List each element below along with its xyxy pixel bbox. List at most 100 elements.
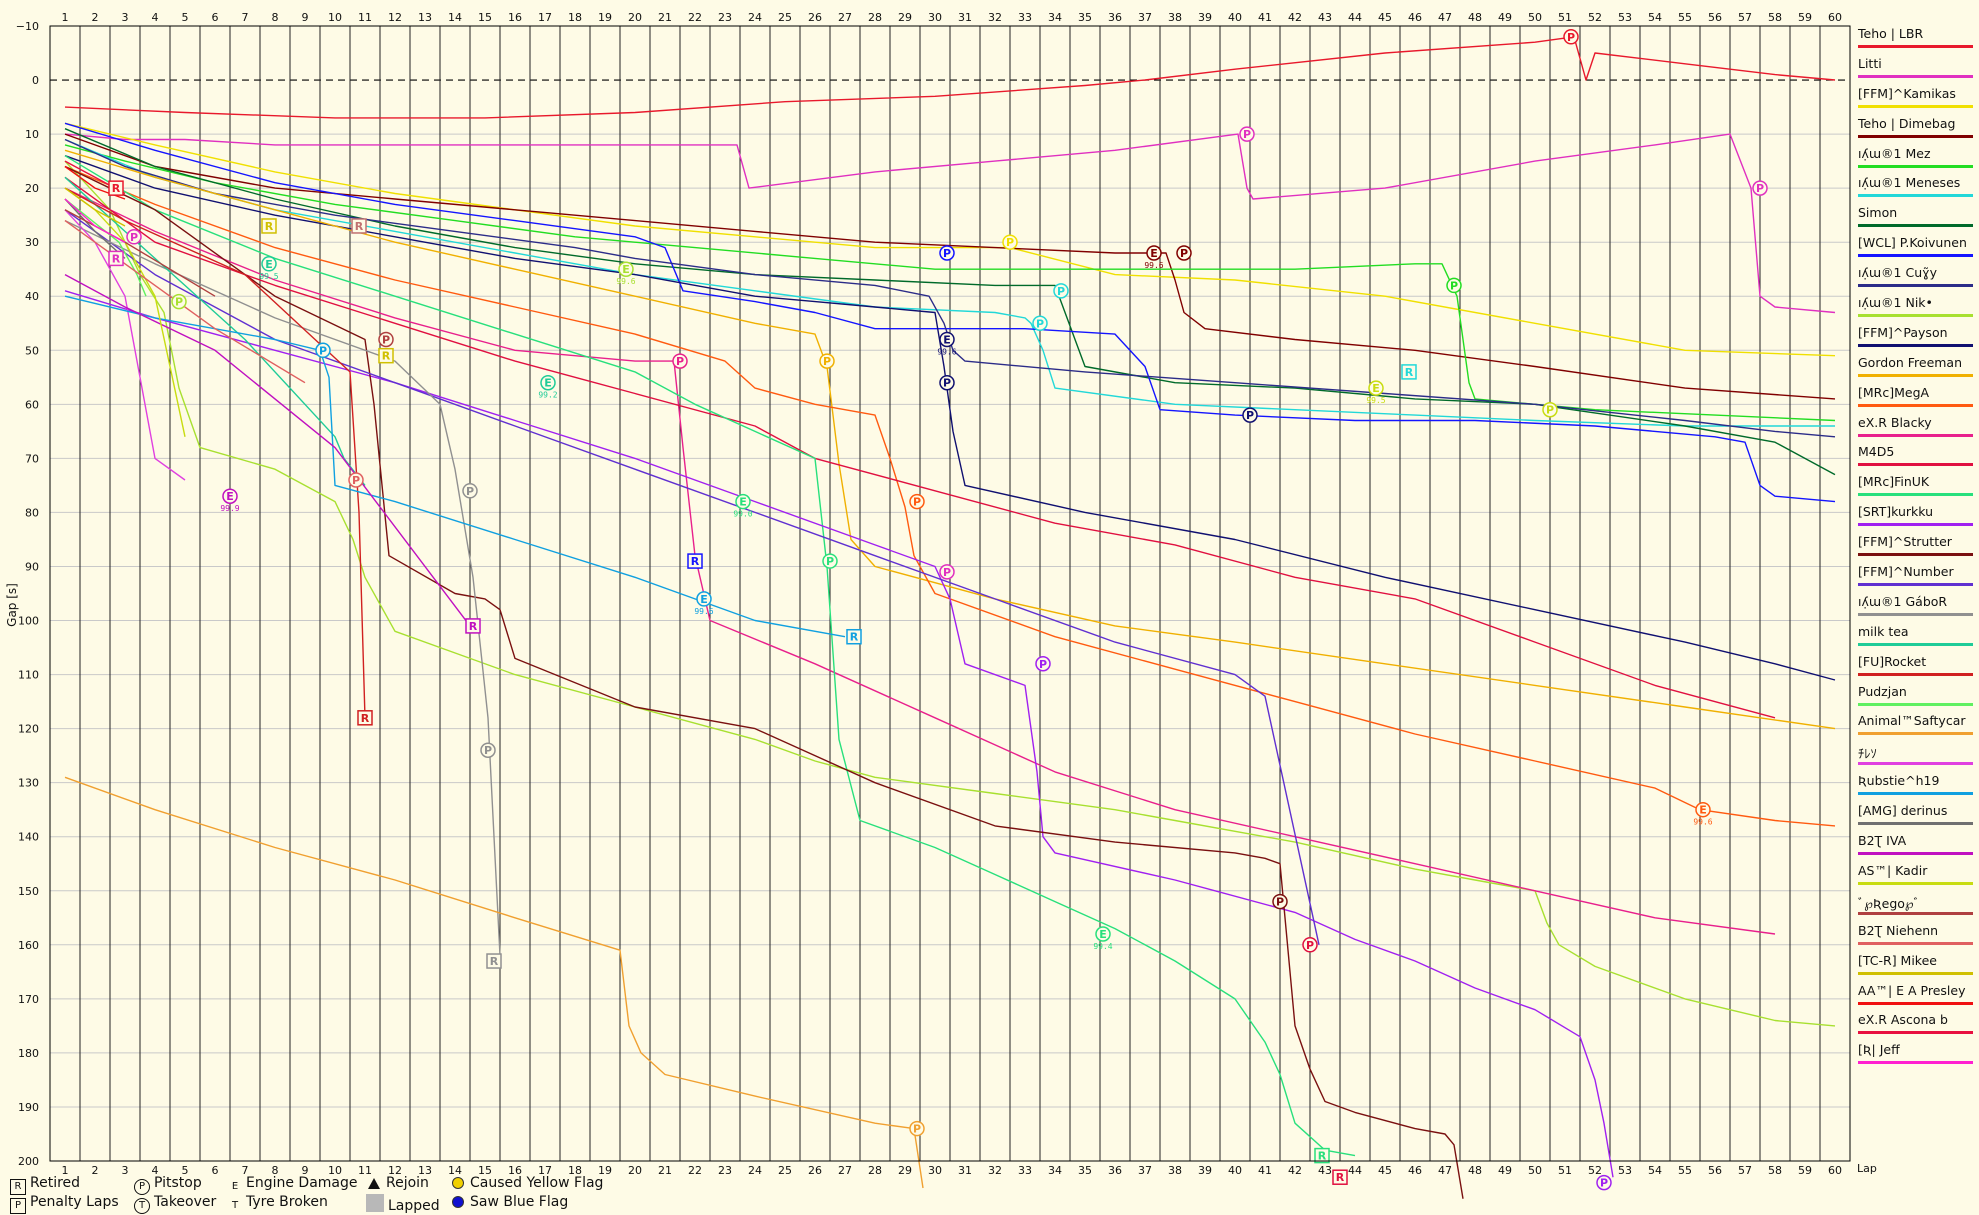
x-tick-label-bottom: 51 xyxy=(1558,1164,1572,1177)
marker-letter: E xyxy=(700,593,708,606)
legend-swatch xyxy=(1858,254,1973,258)
marker-letter: E xyxy=(622,263,630,276)
legend-entry: [MRc]MegA xyxy=(1858,381,1973,411)
x-tick-label-top: 44 xyxy=(1348,11,1362,24)
x-tick-label-bottom: 44 xyxy=(1348,1164,1362,1177)
legend-entry: [FU]Rocket xyxy=(1858,650,1973,680)
x-tick-label-bottom: 45 xyxy=(1378,1164,1392,1177)
legend-entry: [WCL] P.Koivunen xyxy=(1858,231,1973,261)
marker-letter: P xyxy=(1057,285,1065,298)
pitstop-marker xyxy=(1176,245,1192,261)
pitstop-marker xyxy=(348,472,364,488)
pitstop-marker xyxy=(1032,315,1048,332)
marker-letter: E xyxy=(739,496,747,509)
x-tick-label-bottom: 19 xyxy=(598,1164,612,1177)
engine-percent: 99.2 xyxy=(538,391,557,400)
grid xyxy=(50,25,1850,1162)
legend-entry: milk tea xyxy=(1858,620,1973,650)
x-tick-label-bottom: 33 xyxy=(1018,1164,1032,1177)
x-tick-label-top: 33 xyxy=(1018,11,1032,24)
marker-letter: P xyxy=(943,566,951,579)
pitstop-marker xyxy=(939,374,955,391)
x-tick-label-bottom: 50 xyxy=(1528,1164,1542,1177)
x-tick-label-bottom: 15 xyxy=(478,1164,492,1177)
engine-damage-marker xyxy=(1146,245,1162,261)
engine-percent: 99.4 xyxy=(1093,942,1112,951)
event-key: R Retired P Penalty Laps P Pitstop T Takeove… xyxy=(10,1175,710,1214)
legend-entry: Litti xyxy=(1858,52,1973,82)
rejoin-icon xyxy=(368,1178,380,1189)
x-tick-label-top: 7 xyxy=(242,11,249,24)
x-tick-label-bottom: 60 xyxy=(1828,1164,1842,1177)
x-tick-label-bottom: 52 xyxy=(1588,1164,1602,1177)
legend-swatch xyxy=(1858,792,1973,796)
legend-swatch xyxy=(1858,941,1973,945)
retired-marker xyxy=(1314,1147,1330,1164)
key-yellow: Caused Yellow Flag xyxy=(450,1175,603,1191)
x-tick-label-top: 34 xyxy=(1048,11,1062,24)
pitstop-marker xyxy=(1239,126,1255,142)
marker-letter: R xyxy=(691,555,700,568)
x-tick-label-top: 40 xyxy=(1228,11,1242,24)
x-tick-label-bottom: 16 xyxy=(508,1164,522,1177)
pitstop-icon: P xyxy=(134,1179,150,1195)
marker-letter: P xyxy=(913,496,921,509)
retired-marker xyxy=(357,710,373,726)
engine-damage-marker xyxy=(939,331,955,348)
x-tick-label-top: 41 xyxy=(1258,11,1272,24)
marker-letter: R xyxy=(1336,1171,1345,1184)
y-tick-label: 70 xyxy=(25,452,39,465)
legend-entry: B2Ʈ IVA xyxy=(1858,829,1973,859)
legend-swatch xyxy=(1858,702,1973,706)
marker-letter: R xyxy=(490,955,499,968)
marker-letter: R xyxy=(361,712,370,725)
engine-damage-marker xyxy=(618,261,634,277)
legend-entry: ıʎ̣ɯ®1 Mez xyxy=(1858,142,1973,172)
penalty-icon: P xyxy=(10,1198,26,1214)
x-tick-label-bottom: 32 xyxy=(988,1164,1002,1177)
x-tick-label-bottom: 24 xyxy=(748,1164,762,1177)
retired-marker xyxy=(846,628,862,645)
series-line xyxy=(64,198,126,243)
legend-swatch xyxy=(1858,1031,1973,1035)
legend-entry-label: [TC-R] Mikee xyxy=(1858,952,1937,968)
x-tick-label-bottom: 47 xyxy=(1438,1164,1452,1177)
key-retired-label: Retired xyxy=(30,1175,81,1191)
marker-letter: P xyxy=(913,1123,921,1136)
marker-letter: P xyxy=(130,231,138,244)
key-takeover-label: Takeover xyxy=(154,1194,217,1210)
legend-entry: ﾞ℘Ʀego℘ﾞ xyxy=(1858,889,1973,919)
retired-icon: R xyxy=(10,1179,26,1195)
x-tick-label-bottom: 20 xyxy=(628,1164,642,1177)
x-tick-label-top: 19 xyxy=(598,11,612,24)
marker-letter: R xyxy=(382,350,391,363)
legend-swatch xyxy=(1858,672,1973,676)
marker-letter: P xyxy=(466,485,474,498)
x-tick-label-bottom: 53 xyxy=(1618,1164,1632,1177)
legend-entry: ıʎ̣ɯ®1 Nik• xyxy=(1858,291,1973,321)
plot-border xyxy=(49,25,1851,1162)
y-tick-label: 60 xyxy=(25,398,39,411)
y-tick-label: 130 xyxy=(18,777,39,790)
x-tick-label-top: 45 xyxy=(1378,11,1392,24)
legend-swatch xyxy=(1858,224,1973,228)
y-tick-label: 140 xyxy=(18,831,39,844)
pitstop-marker xyxy=(1302,937,1318,953)
series-line xyxy=(64,198,126,259)
series-line xyxy=(64,187,366,718)
y-tick-label: 0 xyxy=(32,74,39,87)
x-tick-label-bottom: 17 xyxy=(538,1164,552,1177)
marker-letter: P xyxy=(319,344,327,357)
x-tick-label-top: 56 xyxy=(1708,11,1722,24)
y-tick-label: 190 xyxy=(18,1101,39,1114)
marker-letter: E xyxy=(1372,382,1380,395)
legend-entry-label: eX.R Ascona b xyxy=(1858,1012,1948,1028)
y-tick-label: 90 xyxy=(25,560,39,573)
legend-entry-label: [SRT]kurkku xyxy=(1858,504,1934,520)
marker-letter: P xyxy=(352,474,360,487)
x-tick-label-top: 26 xyxy=(808,11,822,24)
x-tick-label-top: 20 xyxy=(628,11,642,24)
legend-entry-label: [Ʀ| Jeff xyxy=(1858,1042,1900,1058)
x-tick-label-bottom: 1 xyxy=(62,1164,69,1177)
engine-damage-marker xyxy=(1368,380,1384,396)
